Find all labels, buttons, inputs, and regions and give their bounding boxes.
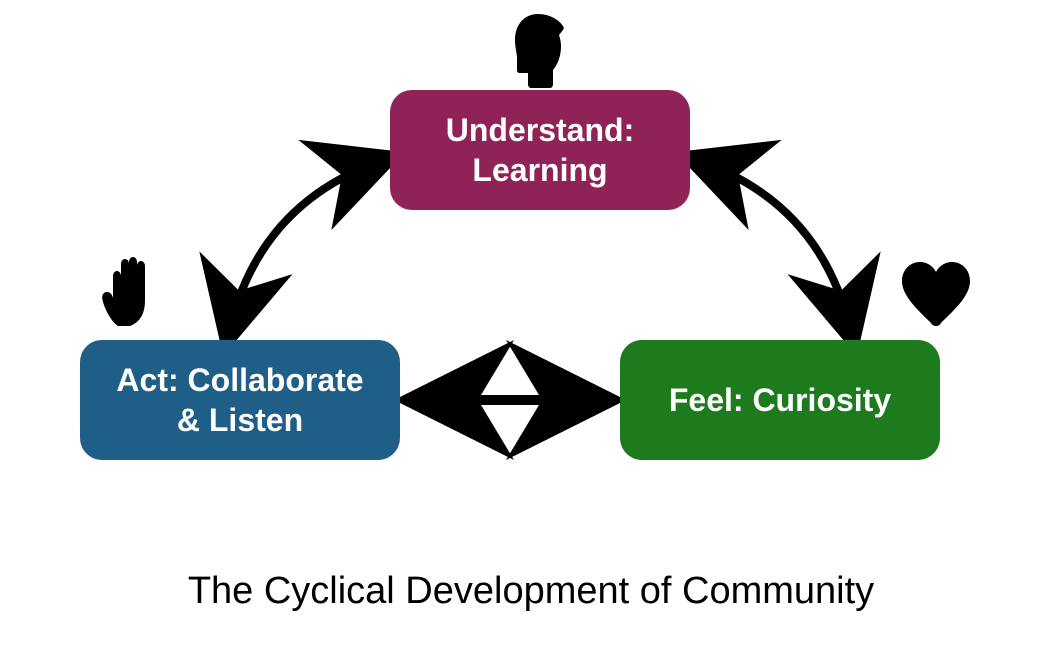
hand-icon: [100, 256, 156, 335]
heart-icon: [900, 262, 972, 331]
node-act-label: Act: Collaborate& Listen: [116, 360, 363, 440]
caption-text: The Cyclical Development of Community: [188, 570, 874, 612]
diagram-caption: The Cyclical Development of Community: [0, 570, 1062, 613]
head-icon: [506, 12, 566, 93]
edge-understand-feel: [702, 162, 850, 328]
node-act: Act: Collaborate& Listen: [80, 340, 400, 460]
node-feel: Feel: Curiosity: [620, 340, 940, 460]
node-feel-label: Feel: Curiosity: [669, 380, 891, 420]
node-understand: Understand:Learning: [390, 90, 690, 210]
diagram-stage: Understand:Learning Act: Collaborate& Li…: [0, 0, 1062, 652]
node-understand-label: Understand:Learning: [446, 110, 634, 190]
edge-understand-act: [230, 162, 378, 328]
